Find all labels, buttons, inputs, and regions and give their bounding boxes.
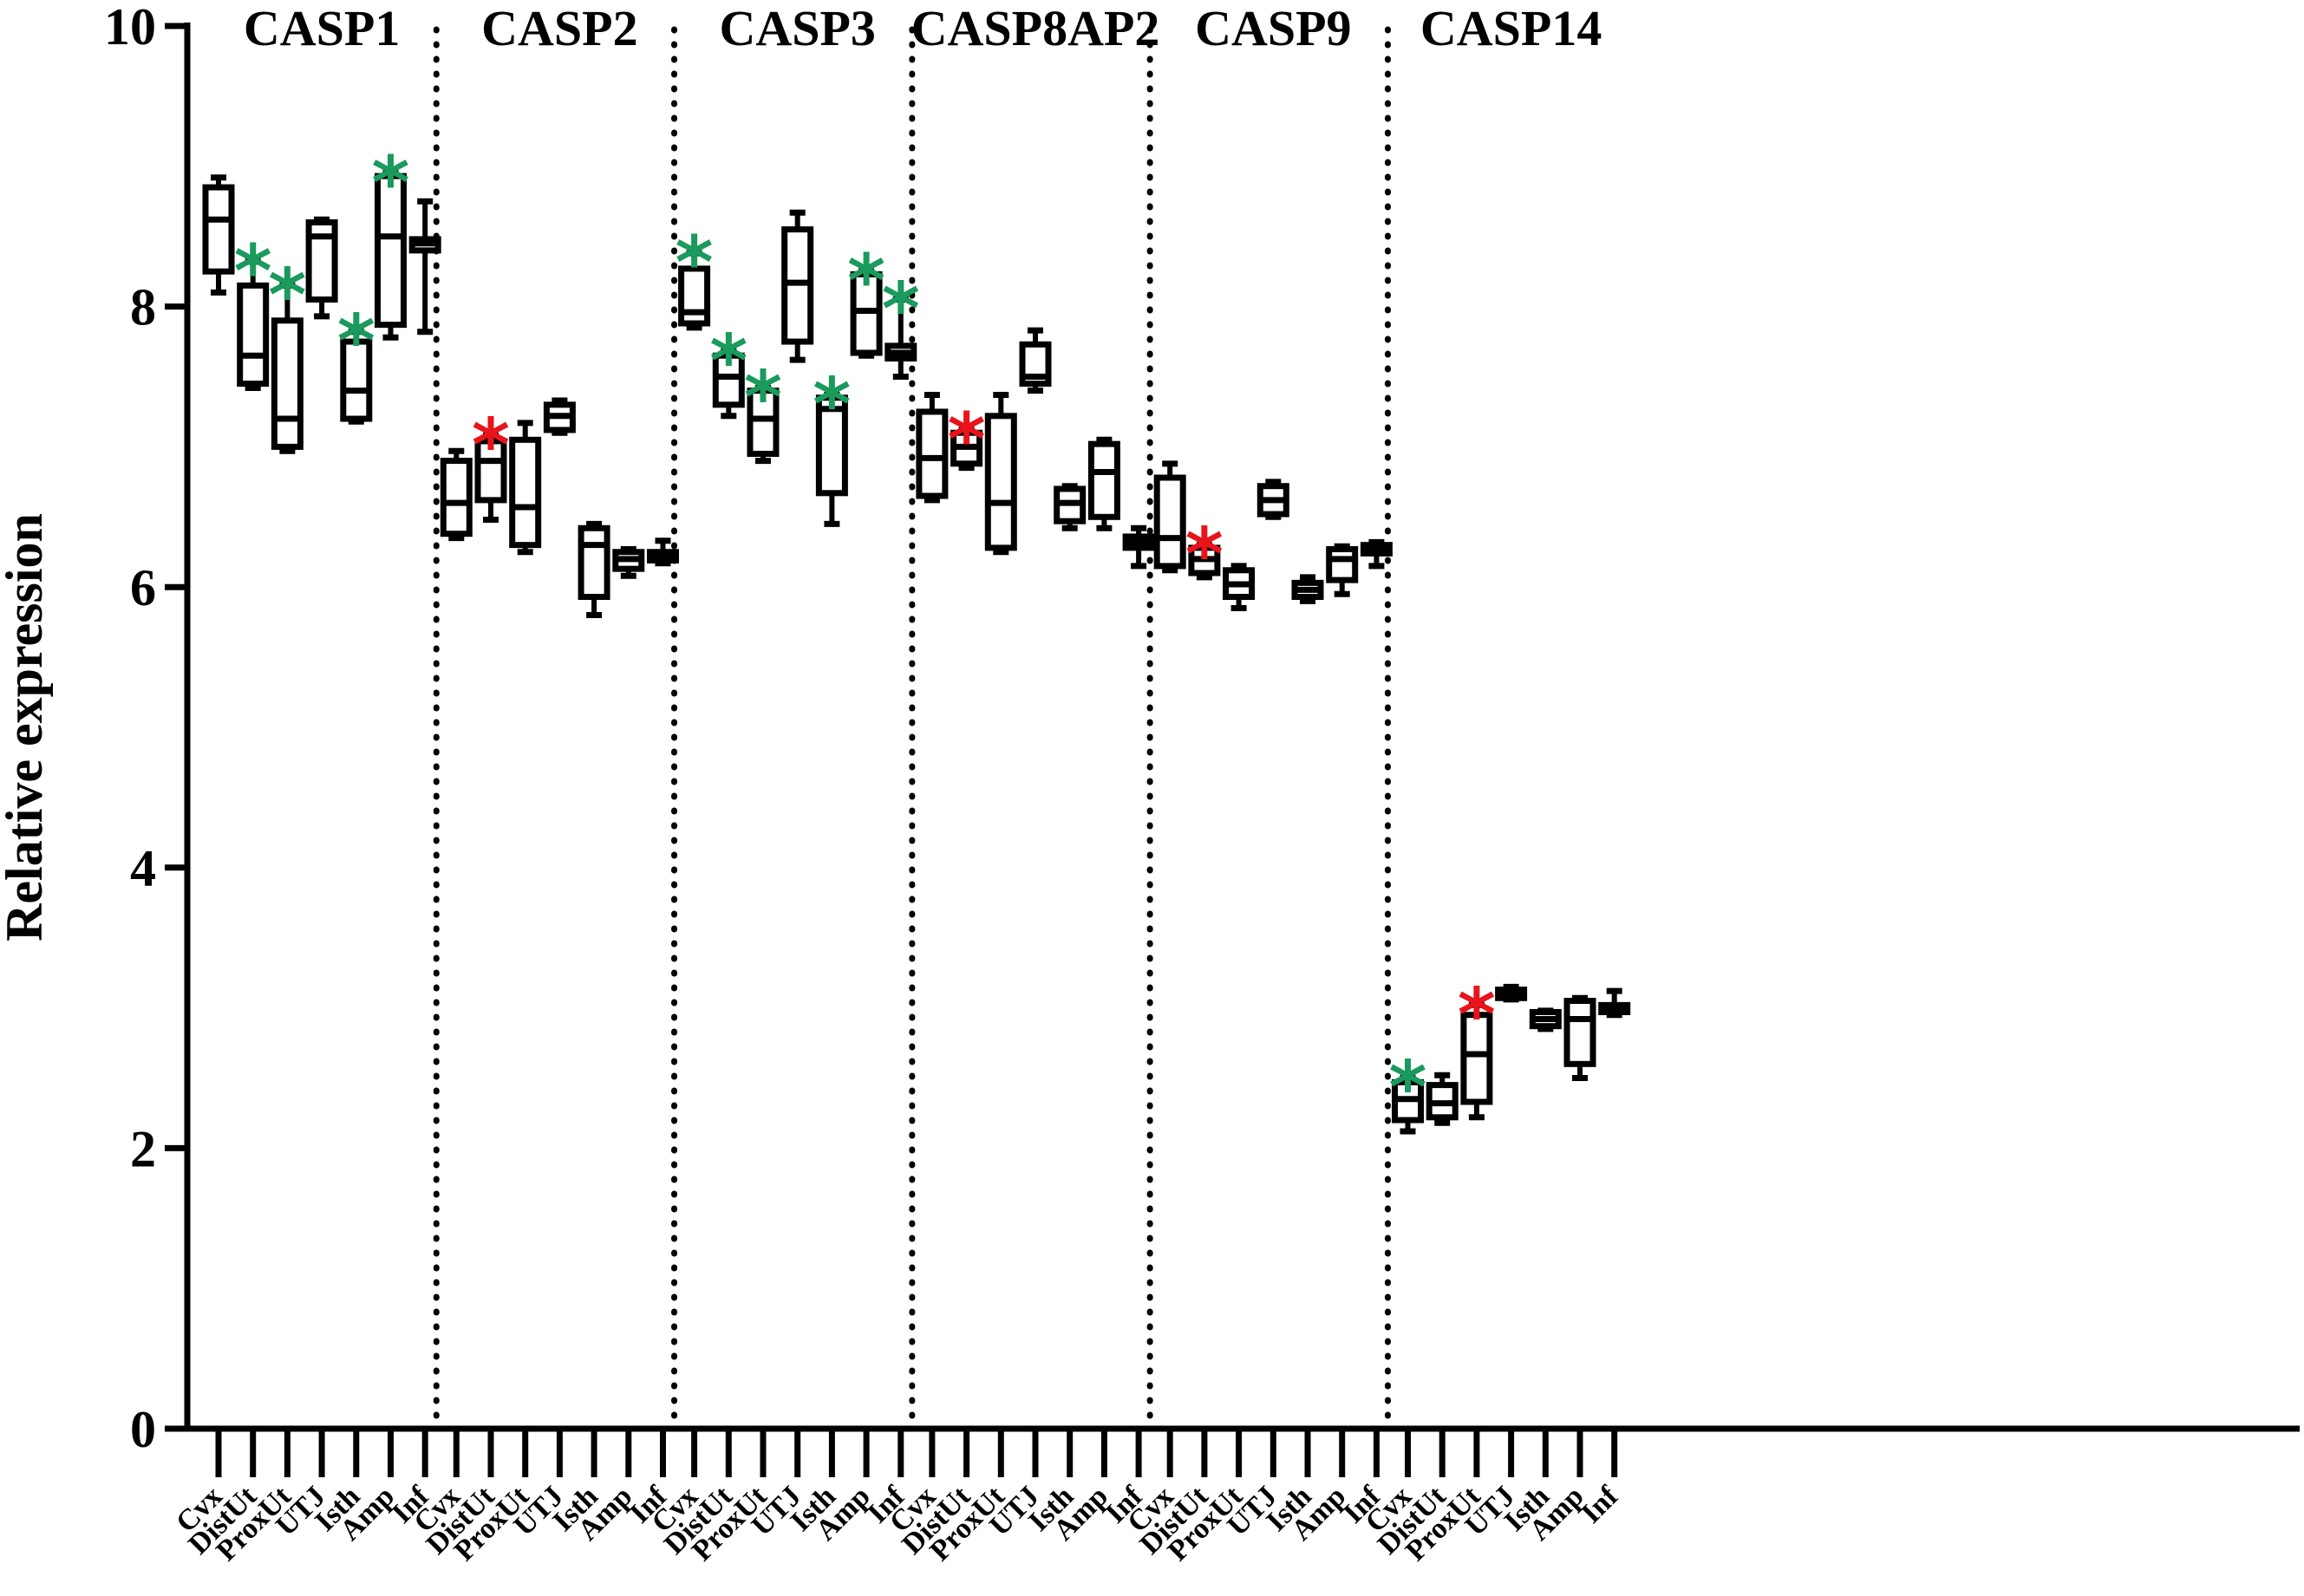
box-plot — [1223, 563, 1256, 611]
iqr-box — [202, 184, 235, 275]
iqr-box — [712, 352, 745, 408]
significance-star: * — [847, 238, 885, 323]
iqr-box — [984, 413, 1017, 551]
box-plot — [305, 216, 338, 320]
box-plot: * — [337, 299, 375, 425]
box-plot — [984, 392, 1017, 556]
box-plot: * — [1458, 972, 1496, 1121]
y-tick-label: 6 — [130, 559, 156, 616]
iqr-box — [375, 173, 407, 329]
significance-star: * — [948, 397, 986, 482]
box-plot: * — [234, 229, 272, 391]
box-plot — [647, 537, 679, 567]
iqr-box — [1326, 546, 1359, 583]
iqr-box — [815, 394, 848, 497]
box-plot — [1019, 327, 1052, 394]
significance-star: * — [813, 362, 851, 447]
box-plot: * — [268, 252, 306, 454]
x-tick-label: Inf — [1575, 1480, 1624, 1529]
box-plot — [1529, 1007, 1562, 1033]
iqr-box — [474, 438, 507, 504]
box-plot: * — [744, 355, 782, 465]
gene-title: CASP2 — [481, 0, 637, 56]
gene-title: CASP8AP2 — [911, 0, 1160, 56]
box-plot — [781, 209, 814, 363]
y-tick-label: 4 — [130, 840, 156, 897]
group-dividers — [433, 26, 1391, 1427]
box-plot — [1426, 1072, 1459, 1126]
iqr-box — [1087, 440, 1120, 520]
box-plot: * — [813, 362, 851, 527]
box-plot — [440, 447, 473, 542]
box-plot — [1054, 483, 1087, 531]
gene-title: CASP1 — [244, 0, 400, 56]
y-tick-label: 0 — [130, 1401, 156, 1458]
iqr-box — [578, 524, 610, 601]
box-plot: * — [1389, 1046, 1427, 1135]
iqr-box — [440, 458, 473, 537]
significance-star: * — [709, 318, 747, 403]
iqr-box — [237, 282, 270, 388]
significance-star: * — [882, 267, 920, 352]
iqr-box — [916, 408, 949, 499]
y-tick-label: 8 — [130, 279, 156, 336]
box-plot — [509, 420, 542, 556]
box-plot: * — [709, 318, 747, 420]
box-plot — [1291, 574, 1324, 604]
y-axis-label: Relative expression — [0, 513, 53, 941]
significance-star: * — [676, 220, 714, 305]
iqr-box — [509, 436, 542, 549]
iqr-box — [1153, 474, 1186, 570]
y-axis: 0 2 4 6 8 10 — [104, 0, 191, 1458]
box-plot — [916, 392, 949, 504]
box-plot — [1087, 436, 1120, 531]
significance-star: * — [1389, 1046, 1427, 1130]
significance-star: * — [1185, 512, 1224, 597]
box-plot — [202, 174, 235, 296]
iqr-box — [1460, 1012, 1493, 1105]
iqr-box — [340, 338, 373, 422]
box-plot — [408, 198, 441, 335]
significance-star: * — [472, 402, 510, 487]
box-plot — [1122, 524, 1155, 570]
box-plot: * — [472, 402, 510, 524]
box-plot: * — [676, 220, 714, 331]
boxes: ******** ******* — [202, 140, 1631, 1135]
box-plot — [543, 397, 576, 436]
iqr-box — [1563, 998, 1596, 1067]
y-tick-label: 10 — [104, 0, 156, 55]
significance-star: * — [744, 355, 782, 440]
gene-titles: CASP1 CASP2 CASP3 CASP8AP2 CASP9 CASP14 — [244, 0, 1602, 56]
box-plot — [1256, 479, 1289, 520]
box-plot — [1326, 543, 1359, 597]
x-axis: CvxDistUtProxUtUTJIsthAmpInfCvxDistUtPro… — [170, 1425, 2300, 1567]
box-plot: * — [882, 267, 920, 380]
gene-title: CASP9 — [1195, 0, 1351, 56]
box-plot: * — [1185, 512, 1224, 597]
gene-title: CASP14 — [1420, 0, 1602, 56]
significance-star: * — [268, 252, 306, 337]
box-plot — [1563, 994, 1596, 1081]
box-plot: * — [847, 238, 885, 359]
significance-star: * — [372, 140, 410, 225]
box-plot — [1598, 987, 1631, 1019]
iqr-box — [747, 388, 780, 457]
box-plot — [1360, 538, 1393, 570]
significance-star: * — [337, 299, 375, 384]
box-plot — [1153, 460, 1186, 574]
gene-title: CASP3 — [719, 0, 875, 56]
box-plot: * — [948, 397, 986, 482]
box-plot — [578, 520, 610, 619]
iqr-box — [271, 317, 304, 450]
significance-star: * — [1458, 972, 1496, 1057]
y-tick-label: 2 — [130, 1120, 156, 1177]
box-plot — [1495, 983, 1528, 1003]
significance-star: * — [234, 229, 272, 314]
box-plot — [612, 546, 645, 579]
box-plot: * — [372, 140, 410, 341]
